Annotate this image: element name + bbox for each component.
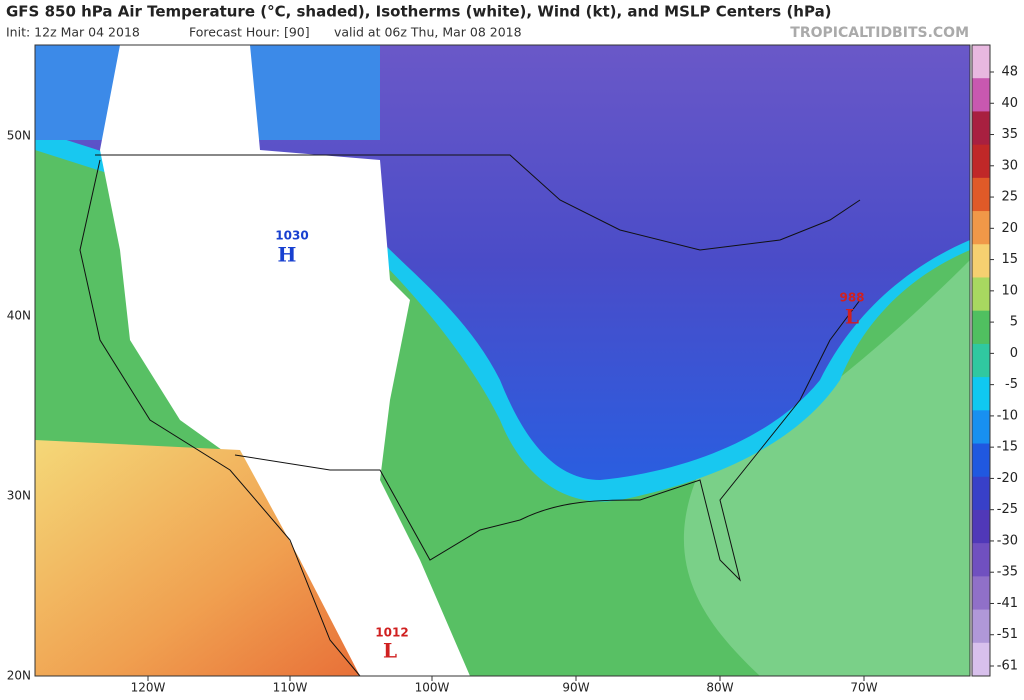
watermark: TROPICALTIDBITS.COM bbox=[790, 25, 969, 41]
colorbar-frame bbox=[971, 44, 991, 677]
colorbar-label: 15 bbox=[1001, 252, 1018, 267]
map-frame bbox=[34, 44, 971, 677]
colorbar-band bbox=[972, 443, 990, 478]
colorbar-label: -20 bbox=[997, 471, 1018, 486]
colorbar-band bbox=[972, 509, 990, 544]
colorbar-band bbox=[972, 244, 990, 278]
colorbar-label: -35 bbox=[997, 565, 1018, 580]
colorbar-band bbox=[972, 277, 990, 312]
pressure-value: 1030 bbox=[275, 229, 308, 243]
lon-label: 80W bbox=[706, 681, 733, 695]
colorbar-band bbox=[972, 78, 990, 112]
colorbar-label: -61 bbox=[997, 659, 1018, 674]
colorbar-band bbox=[972, 377, 990, 411]
colorbar-band bbox=[972, 576, 990, 611]
colorbar-band bbox=[972, 144, 990, 179]
lon-label: 90W bbox=[562, 681, 589, 695]
lat-label: 20N bbox=[7, 669, 31, 683]
pressure-value: 1012 bbox=[375, 626, 408, 640]
colorbar-band bbox=[972, 111, 990, 146]
colorbar-label: -15 bbox=[997, 440, 1018, 455]
colorbar-band bbox=[972, 310, 990, 345]
colorbar-label: 0 bbox=[1010, 346, 1018, 361]
colorbar-label: -41 bbox=[997, 596, 1018, 611]
map bbox=[35, 45, 970, 676]
forecast-hour: Forecast Hour: [90] bbox=[189, 25, 310, 40]
lat-label: 30N bbox=[7, 489, 31, 503]
colorbar-band bbox=[972, 410, 990, 445]
colorbar-band bbox=[972, 609, 990, 644]
colorbar-label: 48 bbox=[1001, 65, 1018, 80]
lon-label: 120W bbox=[131, 681, 166, 695]
colorbar-band bbox=[972, 543, 990, 577]
map-title: GFS 850 hPa Air Temperature (°C, shaded)… bbox=[6, 3, 832, 21]
colorbar-label: -51 bbox=[997, 627, 1018, 642]
pressure-value: 988 bbox=[839, 291, 864, 305]
colorbar-label: 40 bbox=[1001, 96, 1018, 111]
colorbar-label: 5 bbox=[1010, 315, 1018, 330]
colorbar-label: -25 bbox=[997, 502, 1018, 517]
lat-label: 40N bbox=[7, 309, 31, 323]
colorbar-label: 10 bbox=[1001, 283, 1018, 298]
colorbar-band bbox=[972, 642, 990, 677]
lon-label: 110W bbox=[273, 681, 308, 695]
colorbar-label: 25 bbox=[1001, 190, 1018, 205]
valid-time: valid at 06z Thu, Mar 08 2018 bbox=[334, 25, 522, 40]
lon-label: 100W bbox=[415, 681, 450, 695]
colorbar-band bbox=[972, 476, 990, 511]
init-time: Init: 12z Mar 04 2018 bbox=[6, 25, 140, 40]
pressure-symbol: L bbox=[845, 305, 859, 329]
colorbar-band bbox=[972, 177, 990, 212]
colorbar-band bbox=[972, 211, 990, 245]
lat-label: 50N bbox=[7, 129, 31, 143]
pressure-symbol: L bbox=[383, 639, 397, 663]
colorbar-label: -5 bbox=[1005, 377, 1018, 392]
colorbar-label: 20 bbox=[1001, 221, 1018, 236]
colorbar-band bbox=[972, 45, 990, 79]
pressure-symbol: H bbox=[278, 243, 297, 267]
colorbar-label: 30 bbox=[1001, 158, 1018, 173]
colorbar-label: 35 bbox=[1001, 127, 1018, 142]
colorbar-label: -30 bbox=[997, 533, 1018, 548]
lon-label: 70W bbox=[850, 681, 877, 695]
colorbar-band bbox=[972, 343, 990, 378]
colorbar-label: -10 bbox=[997, 408, 1018, 423]
